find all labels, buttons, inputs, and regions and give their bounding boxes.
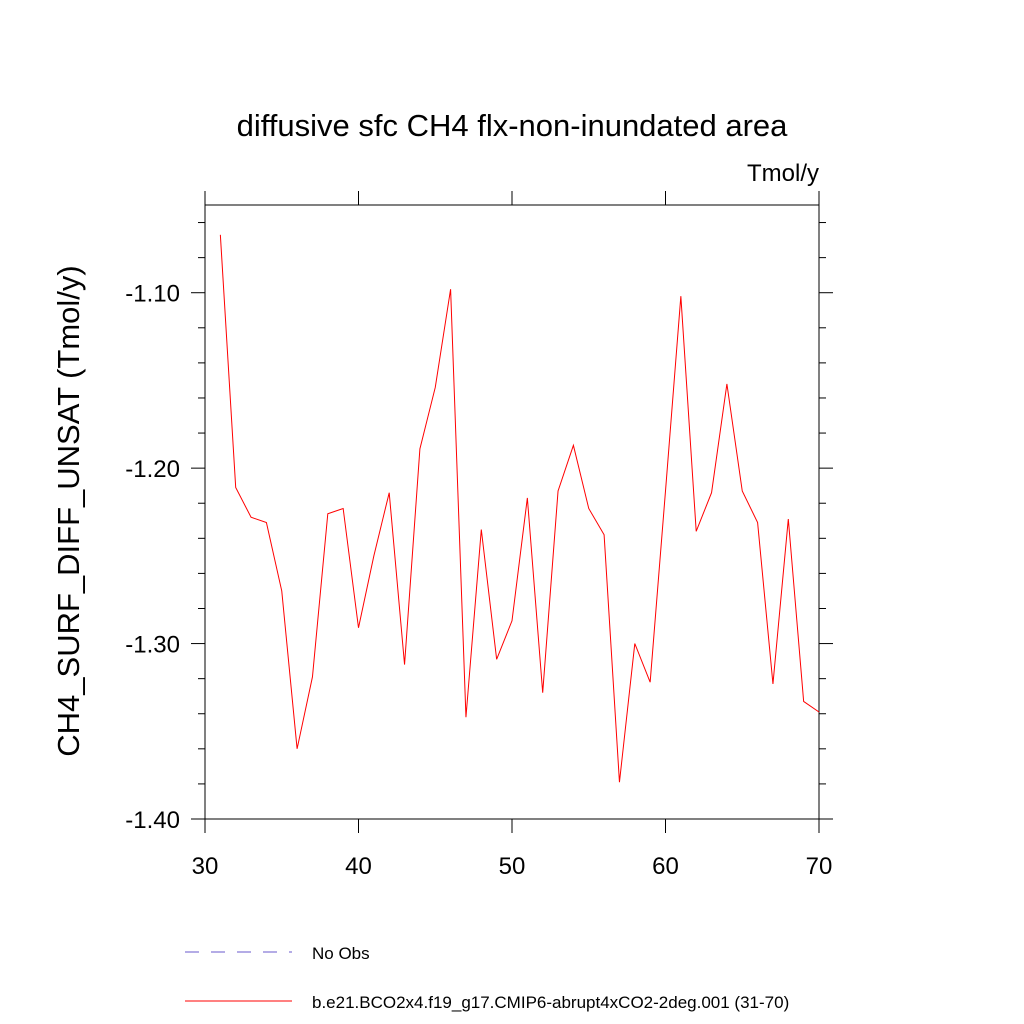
x-tick-label: 70 <box>806 853 833 880</box>
y-tick-label: -1.30 <box>125 632 180 659</box>
y-axis-label: CH4_SURF_DIFF_UNSAT (Tmol/y) <box>51 265 86 756</box>
x-tick-label: 60 <box>652 853 679 880</box>
series-lines <box>219 234 820 783</box>
legend-label-no-obs: No Obs <box>312 944 370 963</box>
plot-frame <box>204 204 820 820</box>
x-tick-label: 50 <box>499 853 526 880</box>
legend: No Obs b.e21.BCO2x4.f19_g17.CMIP6-abrupt… <box>185 944 789 1012</box>
axis-ticks <box>191 191 833 833</box>
y-tick-labels: -1.40 -1.30 -1.20 -1.10 <box>125 281 180 834</box>
x-tick-label: 40 <box>345 853 372 880</box>
x-tick-labels: 30 40 50 60 70 <box>192 853 833 880</box>
series-line-0 <box>219 234 820 783</box>
y-tick-label: -1.20 <box>125 456 180 483</box>
y-tick-label: -1.40 <box>125 807 180 834</box>
y-tick-label: -1.10 <box>125 281 180 308</box>
chart-title: diffusive sfc CH4 flx-non-inundated area <box>237 108 789 143</box>
units-label: Tmol/y <box>747 160 819 187</box>
legend-label-model: b.e21.BCO2x4.f19_g17.CMIP6-abrupt4xCO2-2… <box>312 993 789 1012</box>
x-tick-label: 30 <box>192 853 219 880</box>
